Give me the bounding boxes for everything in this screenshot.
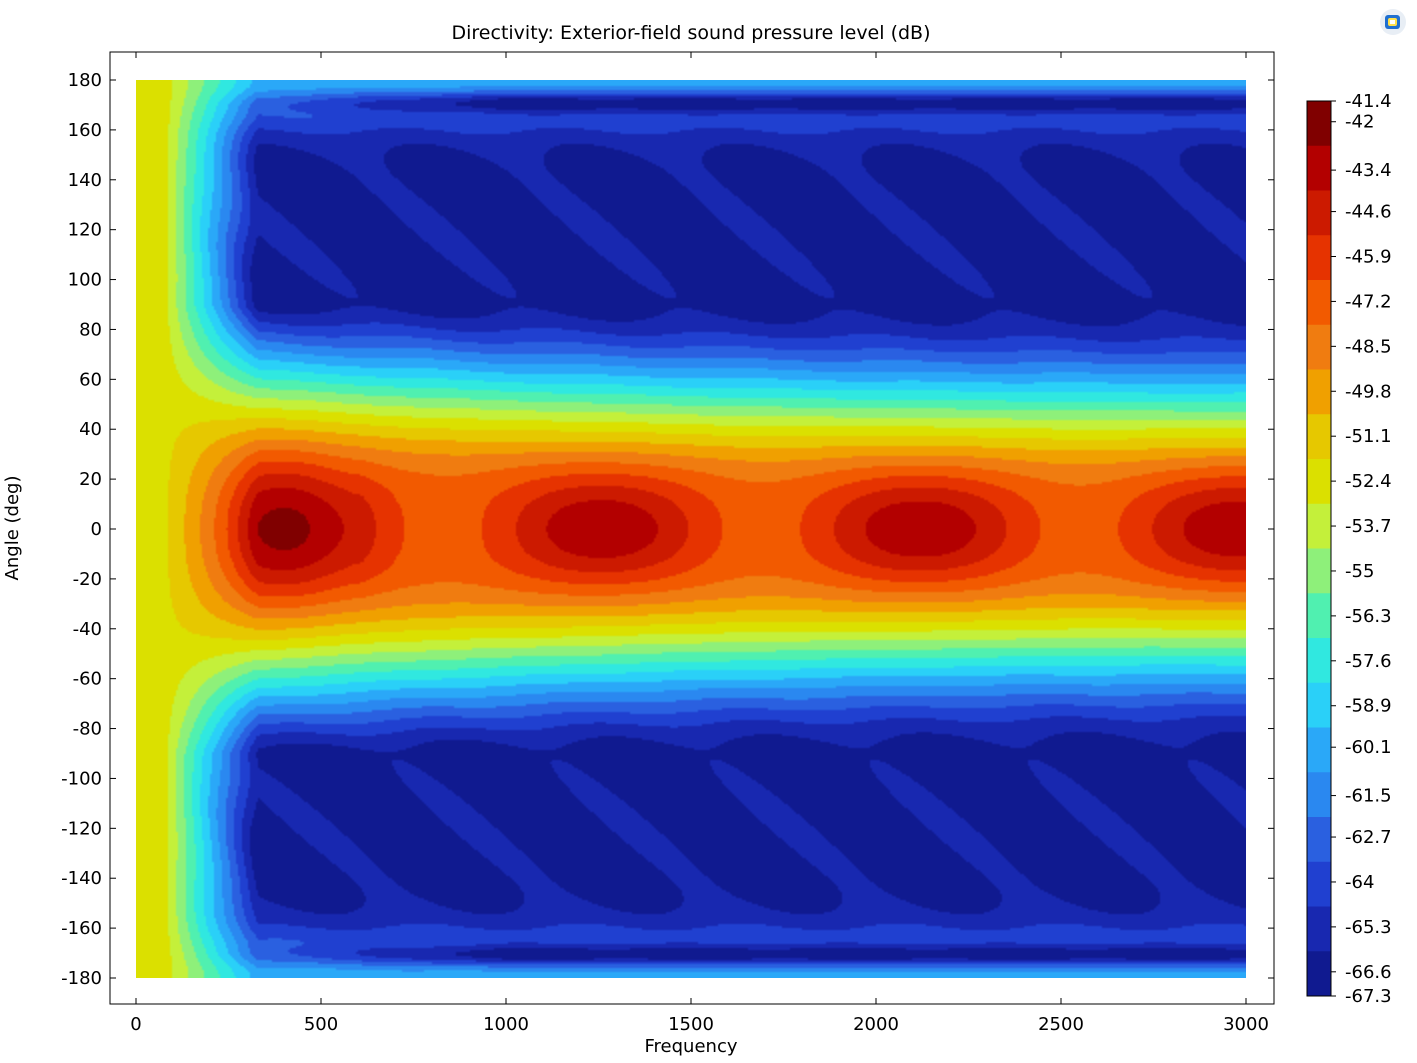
x-tick-label: 2000 — [853, 1014, 899, 1035]
colorbar-band — [1307, 190, 1331, 236]
colorbar-label: -62.7 — [1345, 827, 1392, 848]
colorbar-label: -47.2 — [1345, 291, 1392, 312]
colorbar-label: -61.5 — [1345, 786, 1392, 807]
colorbar-band — [1307, 145, 1331, 191]
y-tick-label: -160 — [61, 918, 102, 939]
colorbar-label: -57.6 — [1345, 651, 1392, 672]
colorbar-label: -53.7 — [1345, 516, 1392, 537]
y-axis-label: Angle (deg) — [2, 476, 23, 581]
colorbar-band — [1307, 861, 1331, 907]
colorbar-band — [1307, 101, 1331, 147]
y-tick-label: 140 — [68, 170, 102, 191]
colorbar-band — [1307, 906, 1331, 952]
colorbar-frame — [1306, 100, 1332, 997]
y-tick-label: -120 — [61, 818, 102, 839]
y-tick-label: -80 — [73, 719, 102, 740]
colorbar-band — [1307, 682, 1331, 728]
colorbar-band — [1307, 727, 1331, 773]
y-tick-label: -20 — [73, 569, 102, 590]
colorbar-label: -65.3 — [1345, 917, 1392, 938]
y-tick-label: 100 — [68, 270, 102, 291]
colorbar-band — [1307, 235, 1331, 281]
x-tick-label: 1000 — [483, 1014, 529, 1035]
heatmap-raster — [136, 80, 1246, 978]
y-tick-label: 40 — [79, 419, 102, 440]
y-tick-label: 80 — [79, 319, 102, 340]
colorbar-label: -64 — [1345, 872, 1374, 893]
y-tick-label: 160 — [68, 120, 102, 141]
colorbar-label: -58.9 — [1345, 696, 1392, 717]
colorbar-band — [1307, 951, 1331, 997]
colorbar-band — [1307, 817, 1331, 863]
x-tick-label: 0 — [130, 1014, 141, 1035]
y-tick-label: -180 — [61, 968, 102, 989]
colorbar-label: -60.1 — [1345, 737, 1392, 758]
colorbar-band — [1307, 414, 1331, 460]
colorbar-label: -43.4 — [1345, 160, 1392, 181]
y-tick-label: 20 — [79, 469, 102, 490]
y-tick-label: -140 — [61, 868, 102, 889]
colorbar-band — [1307, 369, 1331, 415]
y-tick-label: 0 — [91, 519, 102, 540]
x-tick-label: 3000 — [1223, 1014, 1269, 1035]
colorbar-label: -48.5 — [1345, 336, 1392, 357]
x-tick-label: 500 — [304, 1014, 338, 1035]
colorbar-band — [1307, 548, 1331, 594]
y-tick-label: -60 — [73, 669, 102, 690]
colorbar-label: -55 — [1345, 561, 1374, 582]
colorbar-label: -42 — [1345, 112, 1374, 133]
colorbar-label: -67.3 — [1345, 986, 1392, 1007]
colorbar-band — [1307, 593, 1331, 639]
colorbar-label: -49.8 — [1345, 381, 1392, 402]
colorbar-band — [1307, 638, 1331, 684]
x-axis-label: Frequency — [645, 1036, 738, 1057]
colorbar-label: -45.9 — [1345, 247, 1392, 268]
colorbar: -41.4-42 -43.4 -44.6 -45.9 -47.2 -48.5 -49.8 -5… — [1306, 91, 1392, 1007]
y-tick-label: 60 — [79, 369, 102, 390]
colorbar-label: -51.1 — [1345, 426, 1392, 447]
y-tick-label: 120 — [68, 220, 102, 241]
chart-title: Directivity: Exterior-field sound pressu… — [452, 22, 931, 44]
colorbar-band — [1307, 503, 1331, 549]
x-tick-label: 1500 — [668, 1014, 714, 1035]
comsol-logo-icon[interactable] — [1379, 8, 1407, 36]
colorbar-band — [1307, 459, 1331, 505]
y-tick-label: 180 — [68, 70, 102, 91]
colorbar-label: -52.4 — [1345, 471, 1392, 492]
x-tick-label: 2500 — [1038, 1014, 1084, 1035]
colorbar-band — [1307, 324, 1331, 370]
colorbar-band — [1307, 280, 1331, 326]
colorbar-label: -44.6 — [1345, 202, 1392, 223]
colorbar-label: -66.6 — [1345, 962, 1392, 983]
y-tick-label: -100 — [61, 768, 102, 789]
y-tick-label: -40 — [73, 619, 102, 640]
colorbar-label: -41.4 — [1345, 91, 1392, 112]
colorbar-label: -56.3 — [1345, 606, 1392, 627]
colorbar-band — [1307, 772, 1331, 818]
